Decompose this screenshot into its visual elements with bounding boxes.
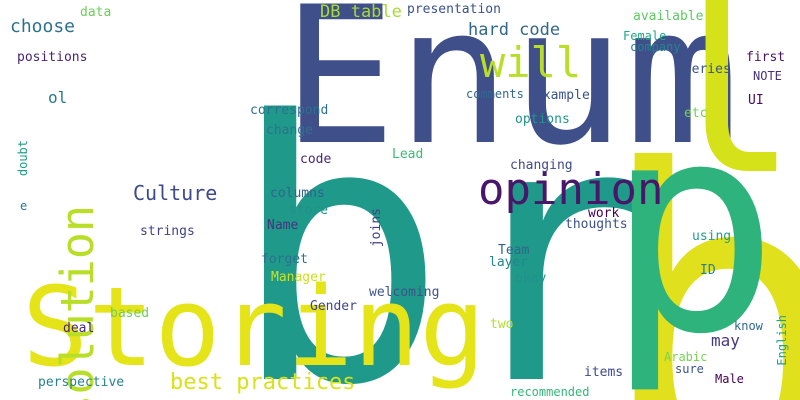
word-culture: Culture — [133, 181, 218, 205]
word-work: work — [588, 206, 620, 221]
word-solution: solution — [51, 205, 104, 400]
word-ui: UI — [748, 93, 764, 108]
word-company: company — [630, 40, 681, 54]
word-team: Team — [498, 243, 530, 258]
word-deal: deal — [63, 321, 95, 336]
word-id: ID — [700, 263, 716, 278]
word-available: available — [633, 9, 704, 24]
word-p: p — [605, 61, 780, 398]
word-opinion: opinion — [478, 164, 664, 215]
word-ol: ol — [48, 88, 68, 107]
word-arabic: Arabic — [664, 350, 708, 364]
word-forget: forget — [261, 252, 308, 267]
word-first: first — [746, 50, 786, 65]
word-sure: sure — [675, 362, 704, 376]
word-presentation: presentation — [407, 2, 501, 17]
word-choose: choose — [10, 16, 76, 37]
word-know: know — [734, 319, 763, 333]
word-e: e — [20, 199, 28, 213]
word-columns: columns — [270, 186, 325, 201]
word-doubt: doubt — [16, 140, 30, 177]
word-male: Male — [715, 372, 744, 386]
word-etc: etc — [684, 106, 708, 121]
word-hard-code: hard code — [468, 20, 561, 40]
word-two: two — [490, 317, 514, 332]
word-db-table: DB table — [320, 2, 402, 22]
word-options: options — [515, 112, 570, 127]
word-queries: queries — [676, 62, 731, 77]
word-strings: strings — [140, 224, 195, 239]
word-thoughts: thoughts — [565, 217, 628, 232]
word-example: example — [535, 88, 590, 103]
word-positions: positions — [17, 50, 88, 65]
word-english: English — [775, 315, 789, 366]
word-female: Female — [623, 29, 667, 43]
word-joins: joins — [369, 208, 384, 248]
word-data: data — [80, 5, 112, 20]
word-correspond: correspond — [250, 103, 329, 118]
word-layer: layer — [489, 255, 529, 270]
word-perspective: perspective — [38, 375, 125, 390]
word-using: using — [692, 229, 732, 244]
word-comments: comments — [466, 87, 524, 101]
word-items: items — [584, 365, 624, 380]
word-bp: bp — [595, 83, 800, 400]
word-store: store — [289, 203, 329, 218]
word-change: change — [266, 123, 313, 138]
word-may: may — [711, 331, 740, 350]
word-manager: Manager — [271, 270, 326, 285]
word-welcoming: welcoming — [369, 285, 440, 300]
word-li: li — [650, 0, 800, 230]
word-based: based — [110, 306, 150, 321]
word-gender: Gender — [310, 299, 357, 314]
word-name: Name — [267, 218, 299, 233]
word-note: NOTE — [753, 69, 782, 83]
word-code: code — [300, 152, 332, 167]
word-okay: okay — [515, 271, 547, 286]
word-br: br — [230, 45, 664, 400]
word-recommended: recommended — [510, 385, 590, 399]
word-enum: Enum — [282, 0, 740, 187]
word-changing: changing — [510, 158, 573, 173]
word-storing: Storing — [22, 263, 486, 391]
word-will: will — [480, 38, 582, 87]
word-lead: Lead — [392, 147, 424, 162]
word-best-practices: best practices — [170, 370, 356, 395]
